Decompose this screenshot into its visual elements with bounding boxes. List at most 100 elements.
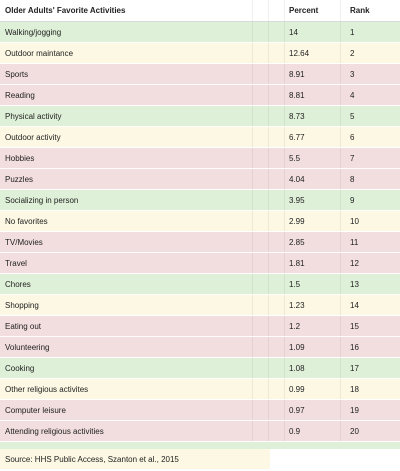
empty-cell [268, 148, 284, 168]
table-row: Reading 8.81 4 [0, 85, 400, 106]
empty-cell [252, 274, 268, 294]
percent-cell: 12.64 [284, 43, 340, 63]
activity-cell: Outdoor activity [5, 132, 61, 142]
percent-cell: 8.81 [284, 85, 340, 105]
empty-cell [252, 337, 268, 357]
rank-cell: 2 [340, 43, 400, 63]
empty-cell [252, 232, 268, 252]
table-row: Hobbies 5.5 7 [0, 148, 400, 169]
empty-cell [268, 169, 284, 189]
table-row: Attending religious activities 0.9 20 [0, 421, 400, 442]
rank-cell: 19 [340, 400, 400, 420]
activity-cell: Cooking [5, 363, 35, 373]
table-row: Chores 1.5 13 [0, 274, 400, 295]
percent-cell: 0.97 [284, 400, 340, 420]
empty-cell [268, 358, 284, 378]
percent-cell: 1.09 [284, 337, 340, 357]
column-header-percent: Percent [284, 0, 340, 21]
empty-cell [268, 421, 284, 441]
percent-cell: 4.04 [284, 169, 340, 189]
percent-cell: 8.91 [284, 64, 340, 84]
table-row: Socializing in person 3.95 9 [0, 190, 400, 211]
rank-cell: 17 [340, 358, 400, 378]
empty-cell [268, 295, 284, 315]
table-body: Walking/jogging 14 1 Outdoor maintance 12.64… [0, 22, 400, 442]
table-row: Puzzles 4.04 8 [0, 169, 400, 190]
empty-cell [252, 169, 268, 189]
empty-cell [252, 22, 268, 42]
table-header-row: Older Adults' Favorite Activities Percen… [0, 0, 400, 22]
percent-cell: 6.77 [284, 127, 340, 147]
table-row: Walking/jogging 14 1 [0, 22, 400, 43]
empty-cell [268, 127, 284, 147]
empty-cell [252, 358, 268, 378]
rank-cell: 16 [340, 337, 400, 357]
rank-cell: 11 [340, 232, 400, 252]
activity-cell: Computer leisure [5, 405, 66, 415]
activity-cell: Hobbies [5, 153, 35, 163]
rank-cell: 10 [340, 211, 400, 231]
empty-cell [268, 211, 284, 231]
column-header-rank: Rank [340, 0, 400, 21]
table-row: Physical activity 8.73 5 [0, 106, 400, 127]
percent-cell: 14 [284, 22, 340, 42]
empty-cell [252, 421, 268, 441]
empty-cell [268, 274, 284, 294]
rank-cell: 18 [340, 379, 400, 399]
empty-cell [252, 253, 268, 273]
empty-cell [252, 148, 268, 168]
empty-cell [268, 337, 284, 357]
empty-cell [252, 64, 268, 84]
table-row: Volunteering 1.09 16 [0, 337, 400, 358]
empty-cell [252, 85, 268, 105]
rank-cell: 8 [340, 169, 400, 189]
activity-cell: Walking/jogging [5, 27, 62, 37]
activities-table: Older Adults' Favorite Activities Percen… [0, 0, 400, 450]
rank-cell: 13 [340, 274, 400, 294]
empty-cell [252, 379, 268, 399]
percent-cell: 1.81 [284, 253, 340, 273]
activity-cell: TV/Movies [5, 237, 43, 247]
percent-cell: 8.73 [284, 106, 340, 126]
rank-cell: 3 [340, 64, 400, 84]
percent-cell: 0.9 [284, 421, 340, 441]
activity-cell: Chores [5, 279, 31, 289]
table-footer-spacer [0, 442, 400, 450]
empty-cell [268, 400, 284, 420]
table-row: Sports 8.91 3 [0, 64, 400, 85]
table-row: Outdoor maintance 12.64 2 [0, 43, 400, 64]
percent-cell: 1.23 [284, 295, 340, 315]
empty-cell [252, 295, 268, 315]
rank-cell: 9 [340, 190, 400, 210]
percent-cell: 0.99 [284, 379, 340, 399]
source-note-filler [270, 449, 400, 469]
empty-cell [268, 253, 284, 273]
empty-cell [252, 316, 268, 336]
table-row: Computer leisure 0.97 19 [0, 400, 400, 421]
activity-cell: Sports [5, 69, 29, 79]
empty-cell [268, 85, 284, 105]
empty-cell [252, 106, 268, 126]
empty-cell [268, 22, 284, 42]
activity-cell: Eating out [5, 321, 42, 331]
empty-cell [268, 316, 284, 336]
activity-cell: No favorites [5, 216, 48, 226]
column-header-activity: Older Adults' Favorite Activities [5, 6, 126, 15]
rank-cell: 5 [340, 106, 400, 126]
table-row: TV/Movies 2.85 11 [0, 232, 400, 253]
rank-cell: 4 [340, 85, 400, 105]
percent-cell: 2.99 [284, 211, 340, 231]
activity-cell: Reading [5, 90, 35, 100]
empty-cell [252, 43, 268, 63]
table-row: No favorites 2.99 10 [0, 211, 400, 232]
rank-cell: 14 [340, 295, 400, 315]
table-row: Other religious activites 0.99 18 [0, 379, 400, 400]
percent-cell: 5.5 [284, 148, 340, 168]
activity-cell: Shopping [5, 300, 39, 310]
rank-cell: 1 [340, 22, 400, 42]
rank-cell: 7 [340, 148, 400, 168]
table-row: Cooking 1.08 17 [0, 358, 400, 379]
percent-cell: 2.85 [284, 232, 340, 252]
empty-column-header [252, 0, 268, 21]
table-row: Eating out 1.2 15 [0, 316, 400, 337]
